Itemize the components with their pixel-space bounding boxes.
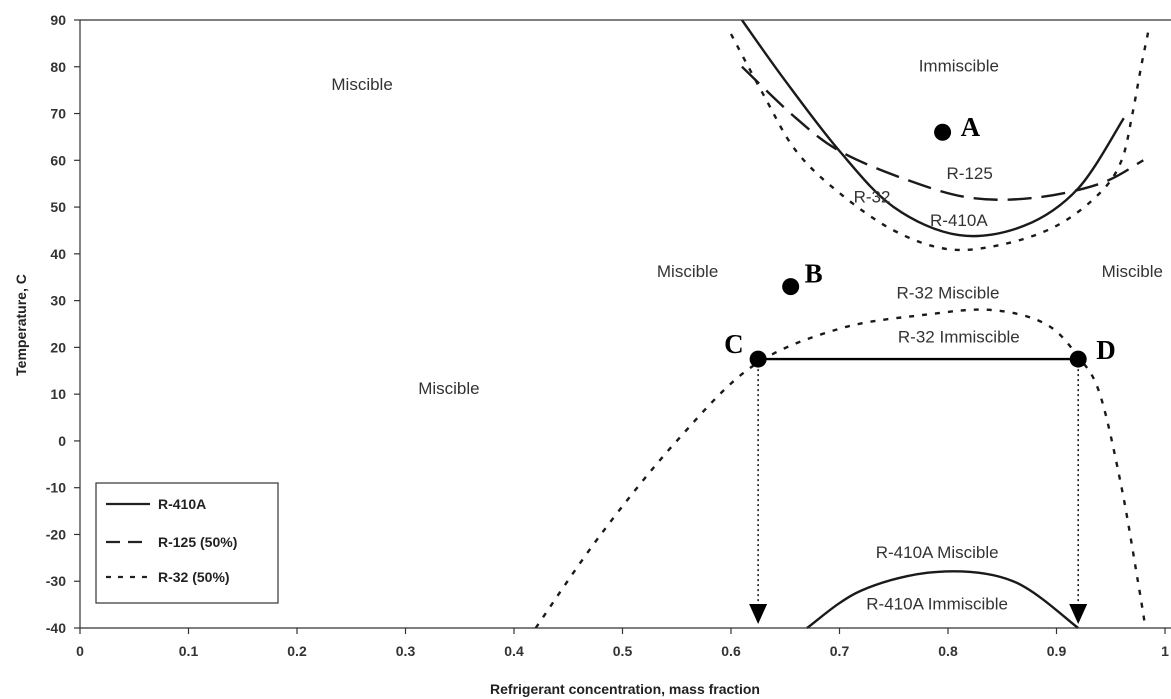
y-tick-label: 80 [50,59,66,75]
region-label: R-125 [947,164,993,183]
region-label: R-32 Miscible [897,283,1000,302]
y-tick-label: 90 [50,12,66,28]
y-tick-label: 50 [50,199,66,215]
y-tick-label: 20 [50,339,66,355]
region-label: Immiscible [919,56,999,75]
y-tick-label: 40 [50,246,66,262]
x-axis-ticks: 0 0.1 0.2 0.3 0.4 0.5 0.6 0.7 0.8 0.9 1 [76,628,1169,659]
arrow-down-icon [749,604,768,624]
state-point-a [934,123,952,141]
y-tick-label: -40 [46,620,66,636]
x-tick-label: 0.3 [396,643,416,659]
series-line-r-125-50 [741,65,1144,201]
x-tick-label: 0.8 [938,643,958,659]
y-tick-label: 0 [58,433,66,449]
y-tick-label: -30 [46,573,66,589]
legend-label-r410a: R-410A [158,496,206,512]
x-tick-label: 0.9 [1047,643,1067,659]
series-line-r-32-50 [534,308,1147,629]
y-tick-label: 10 [50,386,66,402]
region-label: Miscible [418,379,479,398]
y-axis-ticks: 90 80 70 60 50 40 30 20 10 0 -10 -20 -30 -40 [46,12,80,636]
region-label: R-410A Immiscible [866,594,1008,613]
region-label: R-410A Miscible [876,543,999,562]
y-tick-label: -20 [46,526,66,542]
x-tick-label: 0.6 [721,643,741,659]
region-label: Miscible [657,262,718,281]
state-point-b [782,278,800,296]
y-tick-label: 30 [50,293,66,309]
x-tick-label: 0 [76,643,84,659]
region-annotations: Miscible Miscible Miscible Miscible Immiscib… [331,56,1163,613]
region-label: Miscible [331,75,392,94]
plot-area [534,19,1150,629]
legend-label-r125: R-125 (50%) [158,534,237,550]
y-tick-label: 60 [50,152,66,168]
series-line-r-32-50 [729,29,1150,252]
x-tick-label: 0.2 [287,643,307,659]
x-tick-label: 1 [1161,643,1169,659]
legend: R-410A R-125 (50%) R-32 (50%) [95,482,279,604]
state-point-label: B [805,259,823,289]
arrow-down-icon [1069,604,1088,624]
y-tick-label: 70 [50,106,66,122]
region-label: R-410A [930,211,988,230]
state-point-c [749,350,767,368]
x-tick-label: 0.4 [504,643,524,659]
x-tick-label: 0.7 [830,643,850,659]
region-label: R-32 [854,187,891,206]
x-axis-title: Refrigerant concentration, mass fraction [490,681,760,697]
y-tick-label: -10 [46,480,66,496]
legend-label-r32: R-32 (50%) [158,569,230,585]
state-point-label: D [1096,335,1116,365]
x-tick-label: 0.5 [613,643,633,659]
region-label: R-32 Immiscible [898,328,1020,347]
series-line-r-410a [806,570,1079,629]
region-label: Miscible [1102,262,1163,281]
y-axis-title: Temperature, C [13,274,29,376]
state-point-label: C [724,329,744,359]
state-points: A B C D [724,112,1116,368]
x-tick-label: 0.1 [179,643,199,659]
state-point-label: A [961,112,981,142]
state-point-d [1069,350,1087,368]
